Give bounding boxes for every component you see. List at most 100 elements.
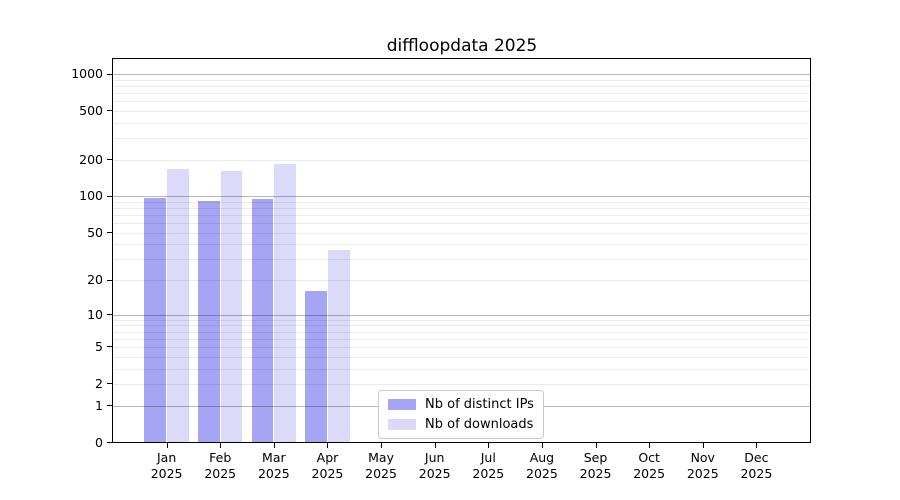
x-tick-mar (273, 443, 275, 448)
bar-distinct-ips-jan (144, 197, 167, 442)
y-tick-label-50: 50 (87, 224, 103, 240)
y-tick-0 (107, 442, 112, 443)
x-tick-month: Dec (744, 450, 769, 465)
x-tick-label-feb: Feb 2025 (184, 450, 256, 481)
y-tick-label-100: 100 (79, 188, 103, 204)
x-tick-year: 2025 (526, 465, 558, 481)
gridline-minor-9 (113, 319, 810, 321)
gridline-major-10 (113, 314, 810, 316)
x-tick-month: Jan (156, 450, 177, 465)
x-tick-label-nov: Nov 2025 (667, 450, 739, 481)
x-tick-month: Apr (316, 450, 339, 465)
x-tick-month: Oct (638, 450, 660, 465)
x-tick-label-sep: Sep 2025 (560, 450, 632, 481)
x-tick-label-apr: Apr 2025 (291, 450, 363, 481)
x-tick-month: Aug (529, 450, 555, 465)
x-tick-year: 2025 (150, 465, 183, 481)
x-tick-nov (702, 443, 704, 448)
x-tick-label-oct: Oct 2025 (613, 450, 685, 481)
gridline-minor-30 (113, 259, 810, 261)
x-tick-month: Sep (583, 450, 608, 465)
gridline-minor-900 (113, 79, 810, 81)
y-tick-10 (107, 314, 112, 316)
y-tick-50 (107, 232, 112, 234)
x-tick-sep (595, 443, 597, 448)
x-tick-year: 2025 (633, 465, 666, 481)
x-tick-year: 2025 (472, 465, 505, 481)
x-tick-label-jul: Jul 2025 (452, 450, 524, 481)
legend-label-distinct-ips: Nb of distinct IPs (425, 397, 534, 412)
gridline-minor-300 (113, 138, 810, 140)
x-tick-aug (541, 443, 543, 448)
x-tick-year: 2025 (418, 465, 451, 481)
bar-distinct-ips-apr (305, 291, 328, 442)
gridline-minor-90 (113, 201, 810, 203)
x-tick-label-dec: Dec 2025 (720, 450, 792, 481)
gridline-major-100 (113, 196, 810, 198)
gridline-minor-700 (113, 93, 810, 95)
legend-item-downloads: Nb of downloads (388, 417, 534, 432)
bar-downloads-apr (327, 249, 350, 442)
x-tick-month: Jun (424, 450, 445, 465)
x-tick-label-mar: Mar 2025 (238, 450, 310, 481)
x-tick-month: Jul (480, 450, 496, 465)
x-tick-month: May (368, 450, 394, 465)
y-tick-label-500: 500 (79, 102, 103, 118)
x-tick-label-may: May 2025 (345, 450, 417, 481)
gridline-minor-70 (113, 215, 810, 217)
x-tick-month: Feb (209, 450, 232, 465)
y-tick-label-200: 200 (79, 151, 103, 167)
bar-distinct-ips-feb (198, 201, 220, 442)
y-tick-1 (107, 405, 112, 407)
x-tick-oct (649, 443, 651, 448)
x-tick-month: Mar (262, 450, 286, 465)
legend: Nb of distinct IPs Nb of downloads (378, 390, 544, 439)
gridline-minor-40 (113, 244, 810, 246)
bar-downloads-feb (220, 170, 243, 442)
gridline-minor-4 (113, 356, 810, 358)
y-tick-label-5: 5 (95, 338, 103, 354)
x-tick-year: 2025 (686, 465, 719, 481)
gridline-minor-5 (113, 346, 810, 348)
x-tick-jan (166, 443, 168, 448)
gridline-minor-600 (113, 101, 810, 103)
gridline-minor-8 (113, 325, 810, 327)
y-tick-1000 (107, 73, 112, 75)
gridline-major-1000 (113, 74, 810, 76)
x-tick-apr (327, 443, 329, 448)
gridline-minor-500 (113, 110, 810, 112)
y-tick-5 (107, 346, 112, 348)
x-tick-year: 2025 (204, 465, 237, 481)
x-tick-feb (220, 443, 222, 448)
bar-downloads-jan (167, 168, 189, 442)
y-tick-200 (107, 159, 112, 161)
x-tick-jun (434, 443, 436, 448)
y-tick-500 (107, 110, 112, 112)
x-tick-label-jun: Jun 2025 (399, 450, 471, 481)
x-tick-may (381, 443, 383, 448)
x-tick-year: 2025 (311, 465, 344, 481)
x-tick-month: Nov (690, 450, 715, 465)
gridline-minor-7 (113, 331, 810, 333)
y-tick-label-10: 10 (87, 306, 103, 322)
x-tick-year: 2025 (365, 465, 397, 481)
gridline-minor-2 (113, 383, 810, 385)
y-tick-label-20: 20 (87, 272, 103, 288)
y-tick-label-0: 0 (95, 434, 103, 450)
chart-title: diffloopdata 2025 (386, 36, 538, 56)
y-tick-2 (107, 383, 112, 385)
plot-area (112, 58, 811, 443)
legend-item-distinct-ips: Nb of distinct IPs (388, 397, 534, 412)
y-tick-label-1: 1 (95, 397, 103, 413)
x-tick-dec (756, 443, 758, 448)
y-tick-20 (107, 279, 112, 281)
gridline-minor-6 (113, 338, 810, 340)
legend-swatch-distinct-ips-icon (388, 399, 416, 410)
y-tick-100 (107, 195, 112, 197)
gridline-minor-400 (113, 122, 810, 124)
legend-label-downloads: Nb of downloads (425, 417, 534, 432)
gridline-minor-50 (113, 232, 810, 234)
x-tick-year: 2025 (740, 465, 773, 481)
legend-swatch-downloads-icon (388, 419, 416, 430)
